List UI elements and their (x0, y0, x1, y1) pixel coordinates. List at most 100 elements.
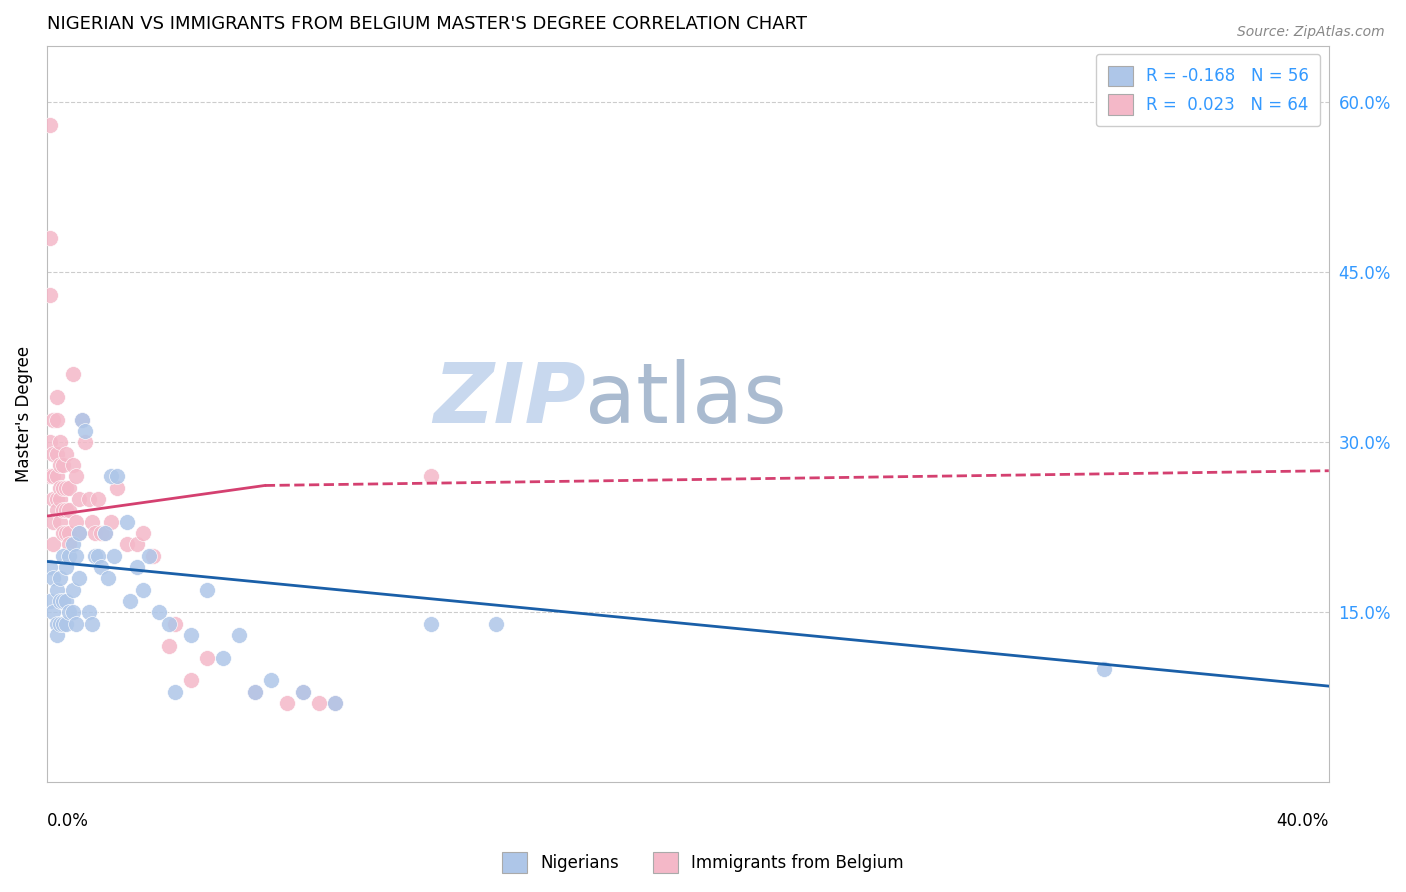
Point (45, 503, 67, 517)
Point (45, 616, 67, 631)
Point (42, 492, 65, 507)
Point (39, 118, 62, 132)
Point (52, 549, 75, 563)
Point (48, 616, 70, 631)
Point (195, 582, 218, 597)
Point (39, 560, 62, 574)
Point (58, 549, 80, 563)
Point (484, 616, 506, 631)
Point (39, 435, 62, 450)
Point (48, 594, 70, 608)
Point (142, 549, 165, 563)
Point (42, 515, 65, 529)
Point (42, 537, 65, 551)
Point (55, 447, 77, 461)
Y-axis label: Master's Degree: Master's Degree (15, 346, 32, 483)
Point (55, 481, 77, 495)
Point (157, 640, 180, 654)
Point (165, 616, 187, 631)
Point (52, 503, 75, 517)
Point (100, 515, 122, 529)
Point (55, 594, 77, 608)
Point (228, 628, 250, 642)
Point (42, 606, 65, 620)
Point (52, 458, 75, 472)
Point (52, 481, 75, 495)
Point (195, 650, 218, 665)
Point (93, 526, 115, 541)
Point (42, 571, 65, 585)
Point (115, 537, 138, 551)
Point (58, 526, 80, 541)
Point (39, 469, 62, 483)
Point (77, 606, 100, 620)
Point (67, 492, 90, 507)
Point (67, 571, 90, 585)
Point (48, 481, 70, 495)
Point (39, 594, 62, 608)
Point (48, 515, 70, 529)
Point (120, 594, 142, 608)
Point (125, 560, 148, 574)
Point (45, 492, 67, 507)
Point (45, 447, 67, 461)
Point (48, 571, 70, 585)
Point (62, 368, 84, 382)
Point (308, 696, 330, 710)
Point (45, 582, 67, 597)
Point (67, 526, 90, 541)
Point (165, 685, 187, 699)
Point (132, 526, 155, 541)
Point (103, 549, 125, 563)
Point (52, 616, 75, 631)
Point (48, 492, 70, 507)
Legend: R = -0.168   N = 56, R =  0.023   N = 64: R = -0.168 N = 56, R = 0.023 N = 64 (1095, 54, 1320, 127)
Point (180, 628, 202, 642)
Point (260, 673, 283, 688)
Point (323, 696, 346, 710)
Point (48, 435, 70, 450)
Point (212, 650, 235, 665)
Text: NIGERIAN VS IMMIGRANTS FROM BELGIUM MASTER'S DEGREE CORRELATION CHART: NIGERIAN VS IMMIGRANTS FROM BELGIUM MAST… (46, 15, 807, 33)
Point (292, 685, 315, 699)
Text: Source: ZipAtlas.com: Source: ZipAtlas.com (1237, 25, 1385, 39)
Point (420, 469, 443, 483)
Point (115, 515, 138, 529)
Text: 40.0%: 40.0% (1277, 812, 1329, 830)
Point (138, 549, 160, 563)
Point (323, 696, 346, 710)
Point (58, 503, 80, 517)
Point (62, 606, 84, 620)
Point (90, 526, 112, 541)
Point (105, 481, 128, 495)
Point (157, 616, 180, 631)
Point (87, 492, 110, 507)
Point (67, 526, 90, 541)
Point (55, 560, 77, 574)
Point (125, 537, 148, 551)
Point (62, 458, 84, 472)
Point (87, 549, 110, 563)
Point (93, 526, 115, 541)
Point (65, 469, 87, 483)
Point (42, 469, 65, 483)
Point (70, 413, 93, 427)
Point (65, 549, 87, 563)
Point (245, 685, 267, 699)
Point (105, 469, 128, 483)
Point (245, 685, 267, 699)
Point (65, 616, 87, 631)
Point (75, 435, 97, 450)
Point (132, 582, 155, 597)
Text: atlas: atlas (585, 359, 787, 440)
Point (292, 685, 315, 699)
Point (48, 458, 70, 472)
Point (39, 231, 62, 245)
Point (55, 616, 77, 631)
Point (45, 469, 67, 483)
Point (62, 582, 84, 597)
Point (90, 560, 112, 574)
Point (84, 526, 107, 541)
Point (1094, 662, 1116, 676)
Point (75, 424, 97, 438)
